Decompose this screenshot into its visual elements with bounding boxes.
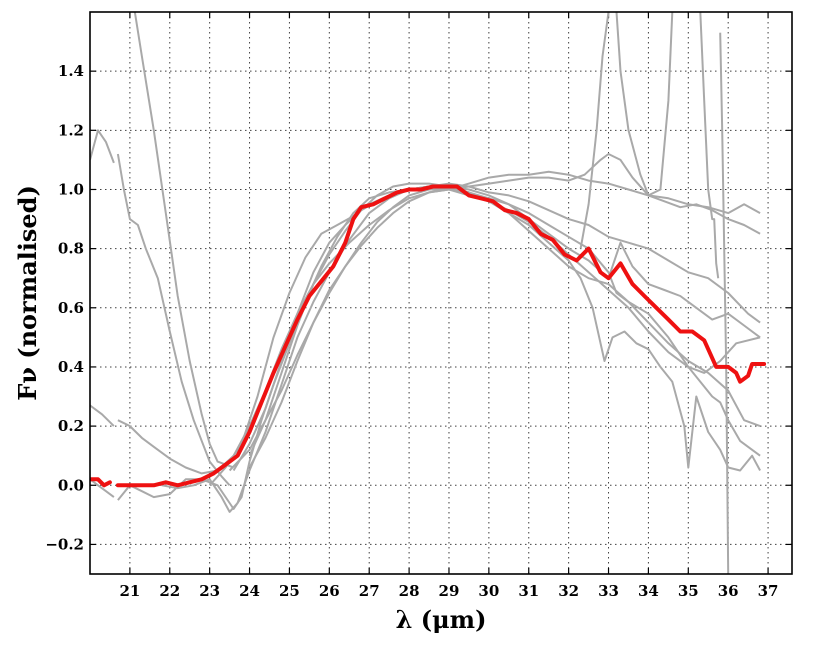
individual-spectrum-line	[232, 185, 761, 472]
individual-spectrum-line	[615, 12, 674, 197]
individual-spectrum-line	[579, 12, 610, 249]
x-tick-label: 27	[359, 582, 380, 600]
y-axis-title: Fν (normalised)	[13, 185, 42, 401]
x-tick-label: 37	[758, 582, 779, 600]
x-tick-label: 31	[518, 582, 539, 600]
individual-spectrum-line	[719, 32, 730, 574]
individual-spectrum-line	[116, 153, 231, 486]
x-tick-label: 36	[718, 582, 739, 600]
y-tick-labels: −0.2 0.0 0.2 0.4 0.6 0.8 1.0 1.2 1.4	[45, 62, 84, 553]
x-tick-label: 34	[638, 582, 659, 600]
y-tick-label: 1.0	[58, 180, 84, 198]
x-tick-label: 21	[119, 582, 140, 600]
x-tick-label: 29	[439, 582, 460, 600]
individual-spectrum-line	[90, 404, 115, 427]
y-tick-label: 0.6	[58, 299, 84, 317]
x-tick-label: 35	[678, 582, 699, 600]
x-tick-label: 22	[159, 582, 180, 600]
x-tick-label: 24	[239, 582, 260, 600]
y-tick-label: 1.4	[58, 62, 84, 80]
mean-spectrum-line	[90, 477, 112, 488]
axis-ticks	[90, 12, 792, 574]
x-tick-label: 30	[478, 582, 499, 600]
individual-spectrum-line	[133, 12, 234, 469]
x-tick-label: 28	[399, 582, 420, 600]
x-tick-label: 32	[558, 582, 579, 600]
series-group	[90, 12, 767, 574]
individual-spectrum-line	[117, 419, 218, 475]
individual-spectrum-line	[90, 129, 115, 164]
x-tick-label: 25	[279, 582, 300, 600]
y-tick-label: 0.0	[58, 476, 84, 494]
grid	[90, 12, 792, 574]
x-tick-labels: 21 22 23 24 25 26 27 28 29 30 31 32 33 34 35 36 37	[119, 582, 778, 600]
mean-spectrum-line	[115, 184, 767, 488]
plot-frame	[89, 11, 793, 575]
individual-spectrum-line	[90, 478, 115, 498]
x-tick-label: 26	[319, 582, 340, 600]
y-tick-label: 0.2	[58, 417, 84, 435]
x-tick-label: 23	[199, 582, 220, 600]
x-axis-title: λ (μm)	[396, 605, 487, 634]
y-tick-label: −0.2	[45, 535, 84, 553]
individual-spectrum-line	[248, 182, 761, 472]
y-tick-label: 1.2	[58, 121, 84, 139]
individual-spectrum-line	[699, 12, 720, 279]
x-tick-label: 33	[598, 582, 619, 600]
y-tick-label: 0.4	[58, 358, 84, 376]
y-tick-label: 0.8	[58, 240, 84, 258]
